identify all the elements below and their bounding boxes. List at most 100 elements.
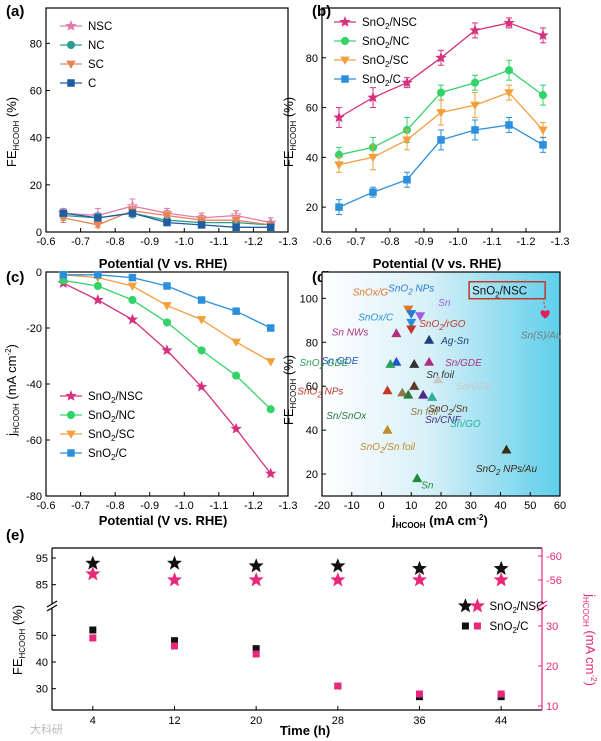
plot-b-legend-label-3: SnO2/C [362,74,401,88]
plot-d-point-label-19: Sn/GO [450,419,481,430]
plot-e-axis-break-left [46,600,58,608]
plot-a-point-3-0 [59,209,68,217]
plot-d-point-label-5: SnO2/rGO [419,319,465,332]
plot-d-ytick-label: 60 [306,381,318,393]
plot-c-legend-marker-2 [66,430,76,439]
plot-d-point-21 [412,473,423,483]
plot-d-point-19 [427,391,438,401]
plot-a-point-3-4 [197,221,206,229]
plot-c-legend-label-3-part: SnO [88,448,111,460]
plot-d-point-label-18: Sn/CNF [425,415,461,426]
plot-c-point-2-3 [162,302,172,311]
plot-d: -20 -10 0 10 20 30 40 50 6020406080100SnO2/NSCSn… [297,271,566,512]
plot-e-c-j-4 [416,690,423,698]
plot-c-ytick-label: -80 [26,491,42,503]
plot-b-xtick-label: -1.2 [517,236,536,248]
plot-d-background [322,272,560,496]
plot-e-ytick-label: 95 [36,553,48,565]
plot-c-ytick-label: -60 [26,435,42,447]
plot-c-legend-marker-1 [66,410,76,420]
plot-c-point-1-4 [197,346,206,355]
plot-c-point-2-2 [127,282,138,291]
plot-e-nsc-j-4 [412,572,427,587]
plot-b-point-2-2 [402,136,412,145]
plot-e-legend-marker-nsc-j [469,598,485,613]
plot-b-point-2-0 [334,161,344,170]
plot-c-legend-label-0-sub: 2 [111,396,116,405]
plot-d-point-16 [409,380,420,390]
plot-e-xtick-label: 4 [90,715,96,727]
plot-e-c-j-2 [252,650,260,658]
plot-d-point-1 [403,305,414,315]
plot-b-xtick-label: -1.0 [449,236,468,248]
plot-c-legend-marker-3 [67,449,75,457]
plot-a-xtick-label: -0.8 [106,236,125,248]
plot-e-ytick-label: 50 [36,630,48,642]
plot-b-point-2-6 [538,126,548,135]
plot-b-point-1-5 [504,66,514,75]
plot-b-legend-label-3-part: SnO [362,74,385,86]
plot-d-ytick-label: 100 [300,293,318,305]
plot-e-legend-label-nsc-part: /NSC [517,601,544,613]
plot-c-legend-label-1-part: SnO [88,410,111,422]
plot-b-point-3-3 [437,136,445,144]
plot-a-xtick-label: -0.6 [37,236,56,248]
plot-a-ytick-label: 60 [30,86,42,98]
plot-b-xtick-label: -1.3 [551,236,570,248]
plot-b-point-3-5 [505,121,513,129]
plot-d-point-18 [418,389,429,399]
panel-a-tag: (a) [6,3,24,20]
plot-a-legend-marker-0 [65,19,77,31]
plot-c-legend-label-2-sub: 2 [111,434,116,443]
panel-e-tag: (e) [6,527,24,544]
plot-d-point-label-22-sub: 2 [495,468,501,477]
plot-d-point-label-2-part: SnO [388,284,408,295]
plot-b: -0.6 -0.7 -0.8 -0.9 -1.0 -1.1 -1.2 -1.3 20 40 60 80… [306,7,570,248]
panel-c-text: (c) Potential (V vs. RHE) jHCOOH (mA cm-… [4,269,227,528]
plot-a-ytick-label: 0 [36,227,42,239]
panel-b-ylabel: FEHCOOH (%) [281,97,298,167]
plot-d-point-label-20: SnO2/Sn foil [360,442,416,455]
plot-c-legend-label-0-part: SnO [88,391,111,403]
plot-b-xtick-label: -1.1 [483,236,502,248]
plot-c: -0.6 -0.7 -0.8 -0.9 -1.0 -1.1 -1.2 -1.3 0 -20 -40 -… [26,267,297,512]
plot-e-nsc-j-5 [493,572,509,587]
plot-c-point-3-3 [163,282,171,290]
plot-d-point-label-11-part: SnO [300,358,320,369]
plot-e-nsc-j-0 [85,566,101,581]
plot-b-legend-label-0: SnO2/NSC [362,17,417,31]
plot-d-point-6 [391,328,402,338]
plot-d-point-label-16-sub: 2 [447,408,453,417]
panel-c-xlabel: Potential (V vs. RHE) [99,513,228,528]
plot-e-xtick-label: 12 [168,715,180,727]
plot-b-legend-label-2: SnO2/SC [362,55,409,69]
plot-e-legend-label-nsc-sub: 2 [512,606,517,615]
plot-c-point-1-6 [266,405,275,414]
plot-e-rtick-label: 10 [546,701,558,713]
plot-b-legend-label-1-sub: 2 [385,41,390,50]
plot-d-point-label-14-part: NPs [322,387,344,398]
plot-d-point-label-7: Ag-Sn [440,336,469,347]
plot-c-point-0-6 [265,467,277,479]
plot-d-point-22 [501,444,512,454]
plot-c-legend-label-1-part: /NC [115,410,135,422]
plot-d-point-label-20-part: /Sn foil [383,442,415,453]
plot-e-legend-label-c-part: /C [517,621,529,633]
plot-a-ytick-label: 40 [30,133,42,145]
plot-b-legend-label-0-sub: 2 [385,22,390,31]
plot-d-point-label-14-sub: 2 [316,391,322,400]
plot-d-point-label-2-sub: 2 [407,288,413,297]
plot-d-point-label-2-part: NPs [413,284,435,295]
plot-c-xtick-label: -0.7 [71,500,90,512]
plot-d-point-label-0-part: SnO [472,286,495,298]
plot-e-ytick-label: 85 [36,580,48,592]
plot-b-point-3-2 [403,175,411,184]
plot-c-point-3-4 [197,296,206,304]
plot-d-point-label-22: SnO2 NPs/Au [476,464,538,477]
plot-e-c-j-1 [171,642,178,650]
plot-d-xtick-label: 20 [435,500,447,512]
plot-b-axes-frame [321,7,561,233]
plot-d-xtick-label: 60 [554,500,566,512]
plot-b-legend-label-2-sub: 2 [385,60,390,69]
plot-c-point-0-4 [195,380,208,392]
